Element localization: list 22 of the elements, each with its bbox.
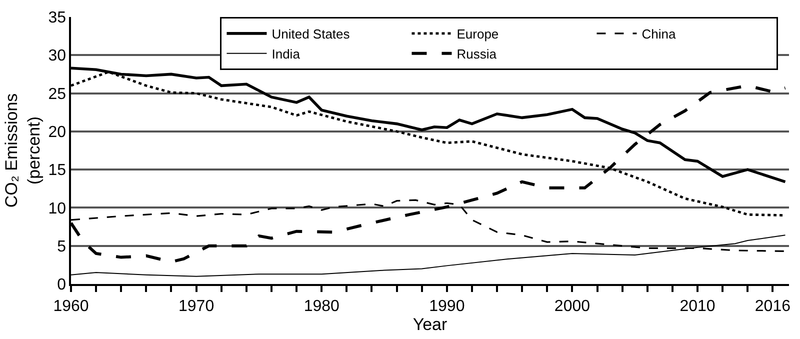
legend-label: United States [272, 26, 350, 42]
legend-label: India [272, 46, 301, 62]
x-tick-label: 1970 [178, 298, 214, 315]
x-tick-label: 2010 [680, 298, 716, 315]
x-tick-label: 2000 [554, 298, 590, 315]
y-tick-label: 25 [48, 86, 66, 103]
x-tick-label: 1980 [304, 298, 340, 315]
x-tick-label: 1990 [429, 298, 465, 315]
legend-label: China [642, 26, 676, 42]
y-axis-title: CO₂ Emissions (percent) [2, 93, 44, 208]
y-tick-label: 0 [57, 276, 66, 294]
y-tick-label: 35 [48, 10, 66, 27]
legend-label: Europe [456, 26, 499, 42]
y-tick-label: 5 [57, 238, 66, 256]
y-tick-label: 10 [48, 200, 66, 218]
x-tick-label: 2016 [754, 298, 791, 315]
x-axis-title: Year [412, 314, 448, 334]
y-tick-label: 30 [48, 48, 66, 65]
y-tick-label: 20 [48, 124, 66, 142]
legend-label: Russia [456, 46, 498, 62]
y-tick-label: 15 [48, 162, 66, 180]
x-tick-label: 1960 [53, 298, 89, 315]
